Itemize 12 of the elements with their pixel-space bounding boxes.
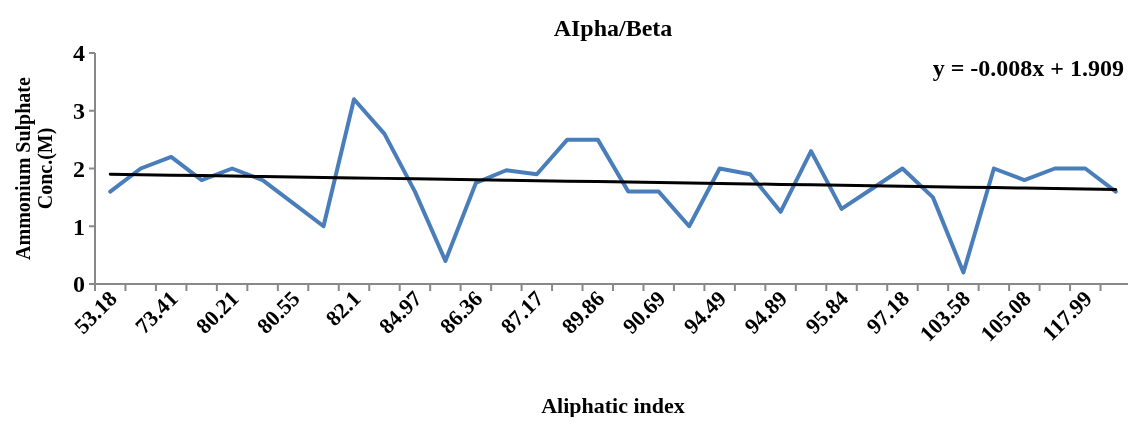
y-axis-title: Ammonium Sulphate Conc.(M) [12,76,57,260]
x-tick-label: 82.1 [320,285,366,331]
x-axis-title: Aliphatic index [541,393,685,418]
y-tick-label: 2 [73,155,85,182]
chart-title: AIpha/Beta [553,15,673,41]
y-tick-label: 3 [73,98,85,125]
line-series [108,97,1118,275]
annotation: y = -0.008x + 1.909 [932,55,1124,81]
y-tick-label: 1 [73,213,85,240]
line-series [108,172,1118,191]
y-tick-label: 4 [73,40,85,67]
y-tick-label: 0 [73,271,85,298]
